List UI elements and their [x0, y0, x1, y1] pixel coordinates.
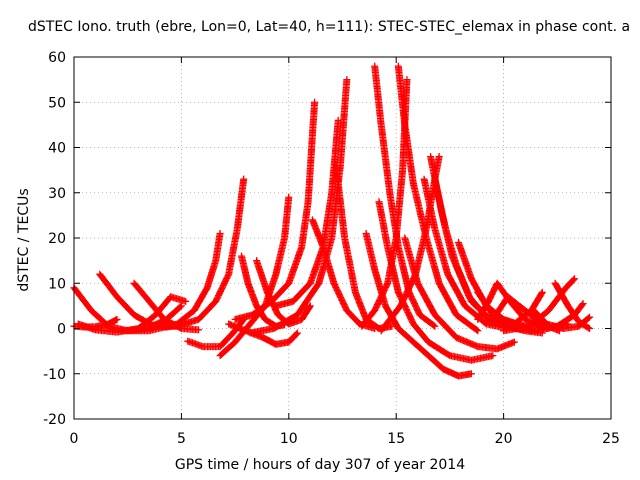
y-tick-label: 30: [48, 186, 66, 202]
data-point-markers: [401, 234, 518, 353]
x-tick-label: 15: [387, 431, 405, 447]
series-arc: [371, 62, 439, 330]
series-arc: [332, 162, 396, 332]
series-arc: [431, 175, 518, 332]
series-arc: [184, 315, 248, 351]
x-tick-label: 25: [602, 431, 620, 447]
y-tick-label: 50: [48, 95, 66, 111]
data-point-markers: [431, 175, 518, 332]
y-tick-label: 0: [57, 322, 66, 338]
y-tick-label: 40: [48, 141, 66, 157]
chart-title-text: dSTEC Iono. truth (ebre, Lon=0, Lat=40, …: [28, 19, 631, 35]
series-arc: [147, 175, 248, 330]
series-arc: [394, 62, 482, 335]
x-axis-label: GPS time / hours of day 307 of year 2014: [174, 457, 466, 473]
data-point-markers: [332, 162, 396, 332]
data-point-markers: [394, 62, 482, 335]
x-tick-label: 20: [495, 431, 513, 447]
series-arc: [420, 175, 512, 332]
series-arc: [231, 98, 319, 323]
series-arc: [375, 198, 497, 364]
data-point-markers: [147, 175, 248, 330]
y-tick-label: 20: [48, 231, 66, 247]
data-point-markers: [184, 315, 248, 351]
x-tick-label: 5: [177, 431, 186, 447]
y-tick-label: -20: [43, 412, 66, 428]
series-arc: [401, 234, 518, 353]
y-tick-label: 60: [48, 50, 66, 66]
x-tick-label: 10: [280, 431, 298, 447]
data-point-markers: [420, 175, 512, 332]
series-arc: [551, 279, 594, 332]
data-point-markers: [371, 62, 439, 330]
data-point-markers: [231, 98, 319, 323]
y-tick-label: -10: [43, 367, 66, 383]
ticks: 0 5 10 15 20 25 -20 -10 0 10 20 30 40 50 60: [43, 50, 620, 447]
y-tick-label: 10: [48, 276, 66, 292]
data-point-markers: [375, 198, 497, 364]
data-point-markers: [551, 279, 594, 332]
data-marks: [70, 62, 594, 380]
x-tick-label: 0: [70, 431, 79, 447]
